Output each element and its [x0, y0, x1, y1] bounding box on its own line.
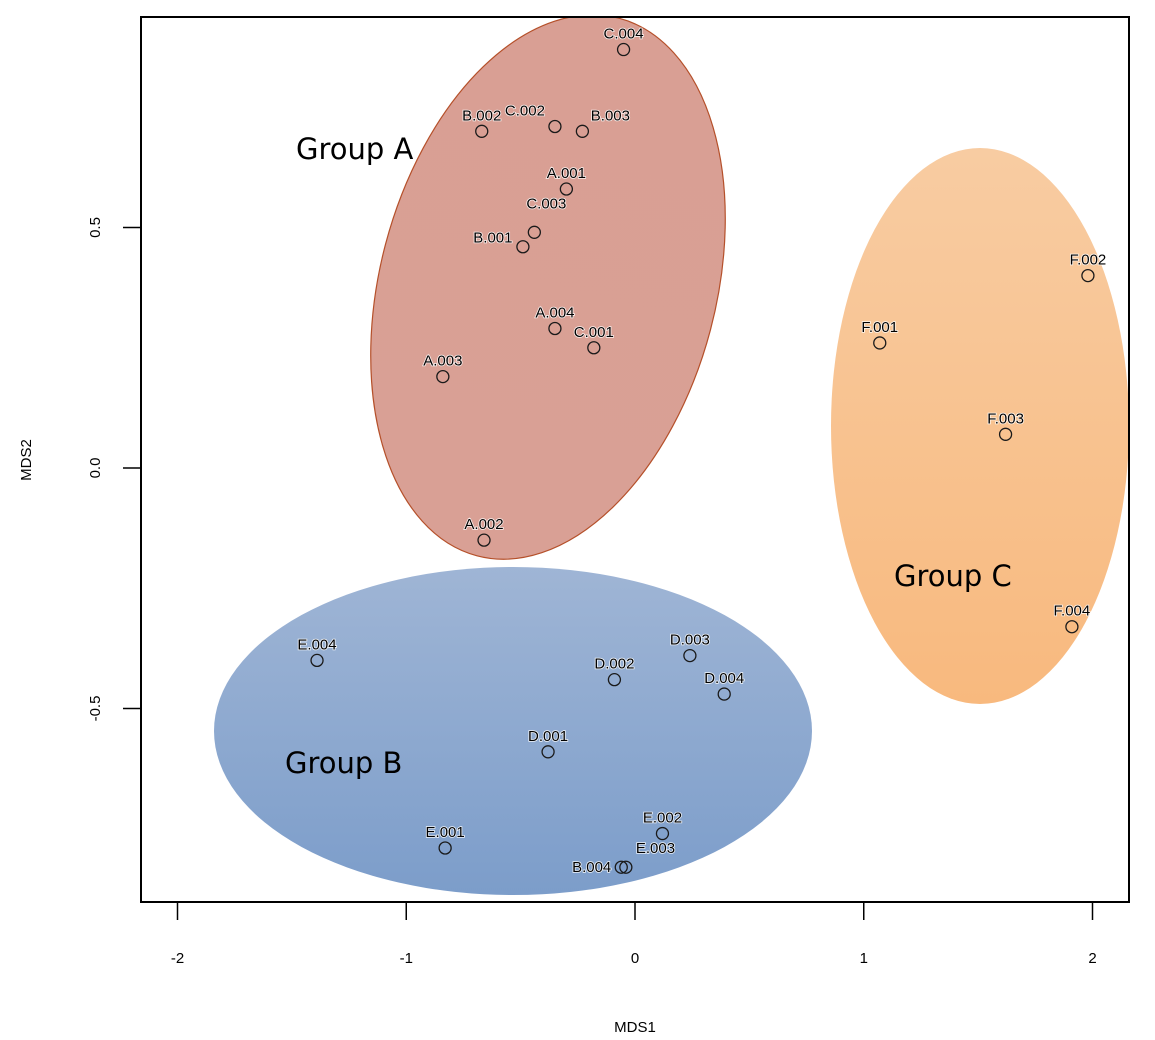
data-label-c-004: C.004 [604, 26, 644, 43]
data-label-a-004: A.004 [535, 305, 574, 322]
data-point-b-003 [575, 124, 590, 138]
group-b-label: Group B [285, 746, 402, 780]
data-point-d-003 [683, 648, 697, 663]
group-ellipses [214, 17, 1129, 895]
data-point-f-003 [998, 427, 1013, 441]
x-tick-label: -1 [400, 950, 413, 967]
x-axis: -2 -1 0 1 2 [171, 901, 1097, 967]
data-label-b-003: B.003 [591, 107, 630, 124]
data-label-a-001: A.001 [547, 165, 586, 182]
data-point-e-001 [438, 841, 452, 855]
data-point-a-004 [548, 321, 562, 336]
data-points [310, 42, 1095, 874]
group-a-ellipse [370, 17, 726, 560]
data-label-c-003: C.003 [526, 195, 566, 212]
x-axis-title: MDS1 [614, 1019, 656, 1036]
data-label-e-001: E.001 [426, 824, 465, 841]
data-label-c-001: C.001 [574, 324, 614, 341]
data-label-b-004: B.004 [572, 859, 611, 876]
group-c-ellipse [831, 148, 1129, 704]
data-point-e-003 [619, 860, 633, 874]
data-point-e-004 [310, 653, 324, 668]
data-point-c-003 [527, 225, 541, 239]
data-label-d-004: D.004 [704, 670, 744, 687]
data-label-d-003: D.003 [670, 632, 710, 649]
data-label-a-003: A.003 [423, 353, 462, 370]
x-tick-label: 1 [860, 950, 868, 967]
group-a-label: Group A [296, 132, 414, 166]
group-c-label: Group C [894, 559, 1012, 593]
data-point-d-001 [541, 745, 555, 759]
data-label-d-001: D.001 [528, 728, 568, 745]
data-label-b-002: B.002 [462, 107, 501, 124]
y-tick-label: 0.0 [87, 458, 104, 479]
data-point-b-004 [614, 860, 628, 874]
group-b-ellipse [214, 567, 812, 895]
data-label-f-003: F.003 [987, 410, 1024, 427]
data-point-c-002 [548, 119, 562, 134]
data-point-c-001 [587, 341, 601, 355]
data-label-f-002: F.002 [1070, 252, 1107, 269]
y-tick-label: -0.5 [87, 696, 104, 722]
data-label-e-002: E.002 [643, 810, 682, 827]
data-point-a-001 [559, 182, 574, 196]
data-point-f-004 [1065, 620, 1079, 634]
data-point-d-004 [717, 687, 731, 701]
data-label-a-002: A.002 [464, 516, 503, 533]
data-label-f-001: F.001 [861, 319, 898, 336]
x-tick-label: 0 [631, 950, 639, 967]
data-point-f-001 [873, 336, 887, 350]
data-point-labels: C.004 B.002 C.002 B.003 A.001 C.003 B.001 A.004… [297, 25, 1107, 877]
data-point-c-004 [616, 42, 631, 57]
data-point-b-002 [475, 124, 489, 138]
data-point-b-001 [516, 240, 530, 254]
data-label-b-001: B.001 [473, 230, 512, 247]
data-label-d-002: D.002 [594, 656, 634, 673]
data-point-d-002 [607, 672, 622, 687]
data-point-f-002 [1081, 268, 1095, 283]
data-label-f-004: F.004 [1054, 603, 1091, 620]
y-axis: -0.5 0.0 0.5 [87, 217, 141, 721]
data-label-e-003: E.003 [636, 840, 675, 857]
y-tick-label: 0.5 [87, 217, 104, 238]
data-point-e-002 [655, 826, 670, 841]
y-axis-title: MDS2 [18, 439, 35, 481]
data-label-e-004: E.004 [297, 636, 336, 653]
data-label-c-002: C.002 [505, 102, 545, 119]
data-point-a-003 [436, 369, 450, 384]
data-point-a-002 [477, 533, 491, 547]
x-tick-label: 2 [1088, 950, 1096, 967]
x-tick-label: -2 [171, 950, 184, 967]
